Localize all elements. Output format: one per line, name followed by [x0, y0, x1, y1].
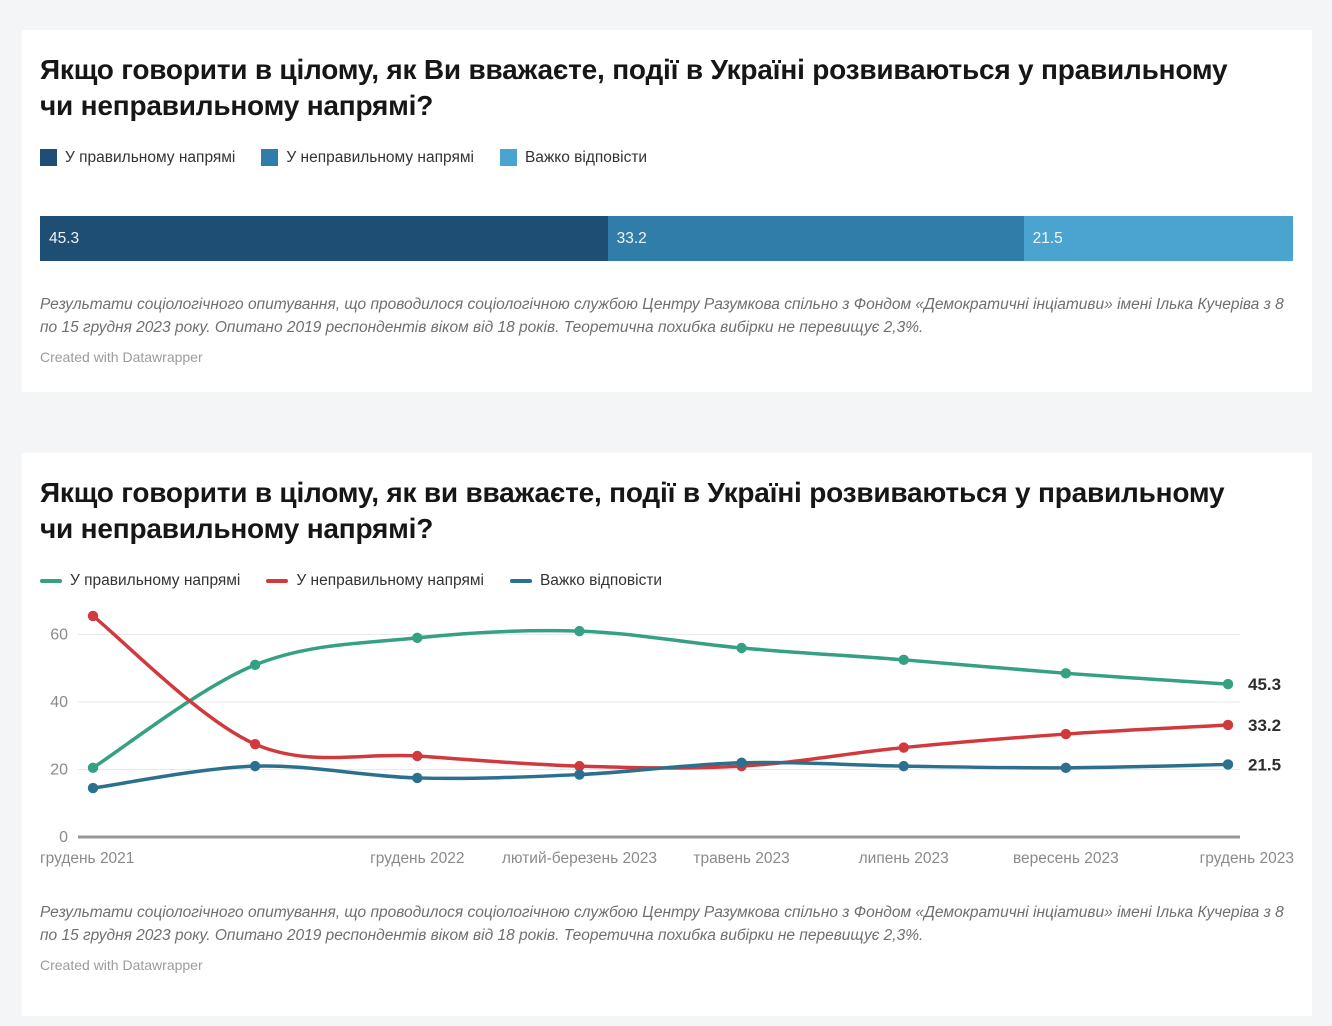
- bar-segment-right-direction: 45.3: [40, 215, 608, 261]
- legend-item-right-direction: У правильному напрямі: [40, 572, 240, 590]
- legend-line-dash-icon: [40, 578, 62, 583]
- legend-label: У неправильному напрямі: [286, 148, 474, 166]
- legend-item-right-direction: У правильному напрямі: [40, 149, 235, 167]
- legend-label: Важко відповісти: [539, 571, 663, 589]
- line-chart-legend: У правильному напрямі У неправильному на…: [40, 572, 1293, 590]
- svg-text:20: 20: [50, 761, 68, 778]
- legend-line-dash-icon: [266, 578, 289, 583]
- svg-text:липень 2023: липень 2023: [859, 850, 949, 867]
- svg-text:45.3: 45.3: [1248, 675, 1281, 694]
- legend-label: Важко відповісти: [524, 148, 648, 166]
- bar-chart-legend: У правильному напрямі У неправильному на…: [40, 149, 1293, 167]
- legend-item-hard-to-say: Важко відповісти: [499, 148, 648, 167]
- legend-label: У неправильному напрямі: [296, 571, 484, 589]
- bar-segment-value: 33.2: [616, 229, 647, 247]
- legend-item-wrong-direction: У неправильному напрямі: [266, 572, 484, 590]
- line-chart-plot: 0 20 40 60 45.3 33.2 21.5 грудень 2021 грудень 2…: [40, 604, 1296, 872]
- datawrapper-credit: Created with Datawrapper: [40, 348, 203, 365]
- bar-chart-card: Якщо говорити в цілому, як Ви вважаєте, …: [22, 30, 1312, 392]
- line-chart-title: Якщо говорити в цілому, як ви вважаєте, …: [40, 477, 1225, 545]
- legend-swatch-square-icon: [261, 149, 279, 167]
- legend-item-wrong-direction: У неправильному напрямі: [261, 149, 474, 167]
- svg-text:21.5: 21.5: [1248, 755, 1281, 774]
- svg-text:вересень 2023: вересень 2023: [1013, 850, 1119, 867]
- legend-swatch-square-icon: [499, 149, 517, 167]
- legend-line-dash-icon: [509, 578, 532, 583]
- svg-text:60: 60: [50, 626, 68, 643]
- bar-segment-value: 21.5: [1032, 229, 1063, 247]
- line-chart-card: Якщо говорити в цілому, як ви вважаєте, …: [22, 453, 1312, 1016]
- svg-text:33.2: 33.2: [1248, 716, 1281, 735]
- svg-text:грудень 2022: грудень 2022: [370, 850, 464, 867]
- datawrapper-credit: Created with Datawrapper: [40, 956, 203, 973]
- legend-swatch-square-icon: [40, 149, 57, 167]
- bar-segment-wrong-direction: 33.2: [607, 215, 1024, 261]
- legend-label: У правильному напрямі: [65, 148, 236, 166]
- bar-segment-value: 45.3: [49, 229, 80, 247]
- svg-text:травень 2023: травень 2023: [693, 850, 789, 867]
- svg-text:0: 0: [59, 829, 68, 846]
- legend-item-hard-to-say: Важко відповісти: [509, 571, 663, 590]
- source-note: Результати соціологічного опитування, що…: [40, 295, 1284, 336]
- legend-label: У правильному напрямі: [70, 571, 241, 589]
- svg-text:грудень 2023: грудень 2023: [1200, 850, 1294, 867]
- source-note: Результати соціологічного опитування, що…: [40, 903, 1284, 944]
- svg-text:лютий-березень 2023: лютий-березень 2023: [502, 850, 657, 867]
- svg-text:40: 40: [50, 694, 68, 711]
- svg-text:грудень 2021: грудень 2021: [40, 850, 134, 867]
- bar-segment-hard-to-say: 21.5: [1023, 215, 1293, 261]
- stacked-bar: 45.3 33.2 21.5: [40, 215, 1293, 261]
- bar-chart-title: Якщо говорити в цілому, як Ви вважаєте, …: [40, 54, 1228, 122]
